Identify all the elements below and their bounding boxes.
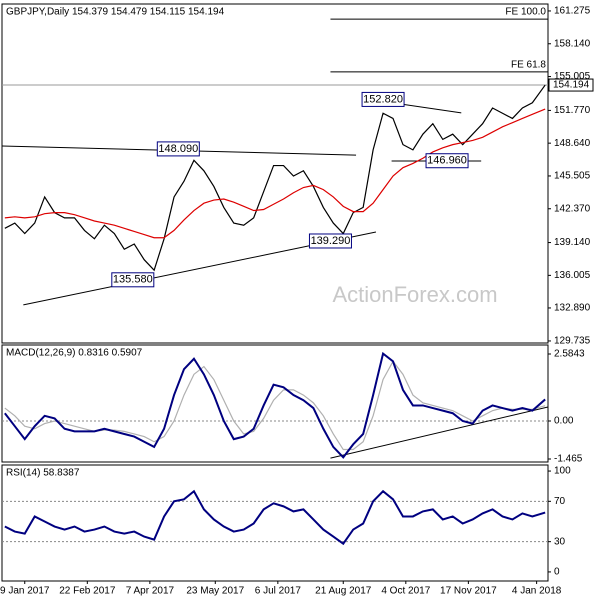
annotation-box: [156, 141, 200, 157]
annotation-label: 148.090: [158, 143, 198, 155]
series-line: [4, 489, 546, 546]
panel-title: GBPJPY,Daily 154.379 154.479 154.115 154…: [6, 7, 225, 18]
annotation-box: [111, 272, 155, 288]
y-tick-label: 161.275: [554, 6, 591, 17]
y-tick-label: 151.770: [554, 105, 591, 116]
y-tick-label: 145.505: [554, 171, 591, 182]
annotation-box: [308, 233, 352, 249]
x-tick-label: 22 Feb 2017: [59, 586, 116, 597]
panel-frame: [1, 344, 549, 463]
last-price-label: 154.194: [553, 80, 590, 91]
y-tick-label: 129.735: [554, 336, 591, 347]
y-tick-label: 30: [554, 536, 566, 547]
panel-frame: [1, 464, 549, 582]
panel-frame: [1, 3, 549, 344]
y-tick-label: 100: [554, 466, 571, 477]
y-tick-label: -1.465: [554, 454, 583, 465]
y-tick-label: 0.00: [554, 416, 574, 427]
x-tick-label: 6 Jul 2017: [255, 586, 302, 597]
series-line: [4, 84, 546, 272]
y-tick-label: 142.370: [554, 203, 591, 214]
y-tick-label: 158.140: [554, 38, 591, 49]
y-tick-label: 136.005: [554, 270, 591, 281]
annotation-box: [425, 153, 469, 169]
x-tick-label: 21 Aug 2017: [315, 586, 372, 597]
annotation-box: [361, 91, 405, 107]
trend-line: [330, 406, 549, 459]
x-tick-label: 7 Apr 2017: [126, 586, 175, 597]
y-tick-label: 155.005: [554, 71, 591, 82]
series-line: [4, 108, 546, 239]
watermark: ActionForex.com: [332, 282, 497, 307]
y-tick-label: 132.890: [554, 303, 591, 314]
annotation-label: 146.960: [427, 155, 467, 167]
panel-title: RSI(14) 58.8387: [6, 468, 80, 479]
y-tick-label: 70: [554, 496, 566, 507]
y-tick-label: 148.640: [554, 138, 591, 149]
x-tick-label: 9 Jan 2017: [0, 586, 50, 597]
x-tick-label: 17 Nov 2017: [440, 586, 497, 597]
annotation-label: 152.820: [363, 93, 403, 105]
annotation-label: 139.290: [311, 235, 351, 247]
y-tick-label: 2.5843: [554, 349, 585, 360]
level-label: FE 100.0: [505, 7, 546, 18]
y-tick-label: 0: [554, 567, 560, 578]
series-line: [4, 351, 546, 459]
x-tick-label: 23 May 2017: [186, 586, 244, 597]
annotation-label: 135.580: [113, 274, 153, 286]
last-price-box: [548, 78, 594, 92]
x-tick-label: 4 Jan 2018: [512, 586, 562, 597]
x-tick-label: 4 Oct 2017: [381, 586, 430, 597]
y-tick-label: 139.140: [554, 237, 591, 248]
panel-title: MACD(12,26,9) 0.8316 0.5907: [6, 348, 143, 359]
level-label: FE 61.8: [511, 60, 546, 71]
